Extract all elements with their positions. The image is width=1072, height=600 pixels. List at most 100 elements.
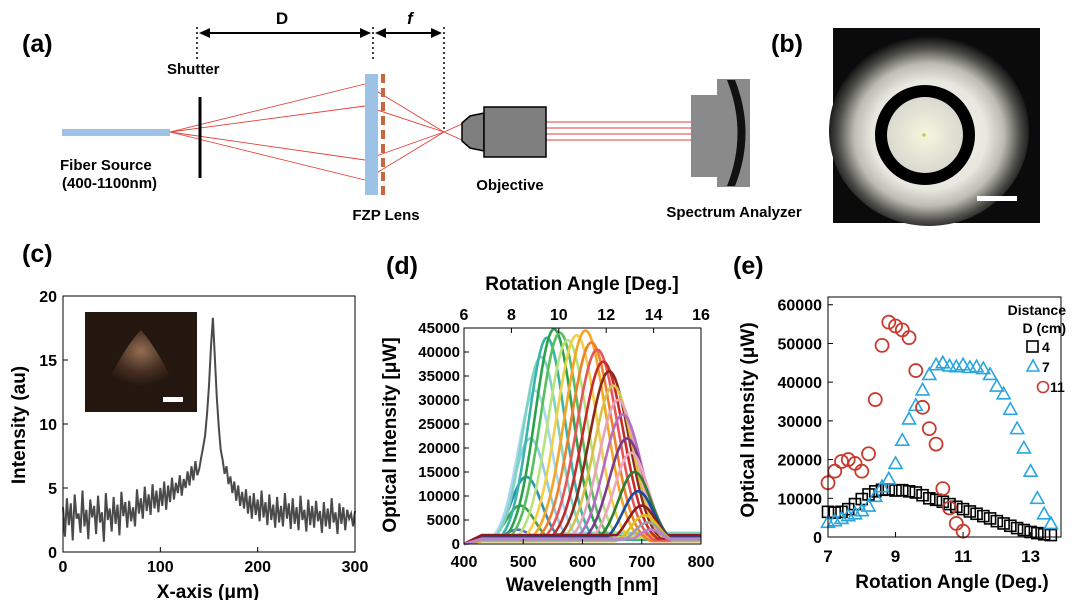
panel-b-label: (b) <box>771 30 803 58</box>
chart-e-point-circle <box>827 463 843 479</box>
legend-marker-triangle <box>1025 358 1041 372</box>
chart-e-point-triangle <box>1029 490 1046 505</box>
objective-nose <box>461 112 485 152</box>
analyzer-label: Spectrum Analyzer <box>666 204 801 221</box>
chart-e-ylabel: Optical Intensity (μW) <box>738 322 759 517</box>
chart-e-point-square <box>902 485 916 498</box>
objective-label: Objective <box>476 177 544 194</box>
chart-e-point-triangle <box>988 377 1005 392</box>
chart-e-point-square <box>916 488 929 502</box>
chart-e-point-circle <box>908 363 924 378</box>
chart-c-xtick-label: 100 <box>147 559 174 576</box>
chart-e-point-square <box>990 514 1004 528</box>
chart-e-point-square <box>963 505 977 518</box>
chart-d-ytick-label: 10000 <box>418 488 460 505</box>
legend-title-line2: D (cm) <box>1022 320 1066 336</box>
chart-e-xtick-label: 11 <box>954 547 972 566</box>
chart-d-series <box>463 327 701 546</box>
chart-e-point-triangle <box>982 366 998 381</box>
legend-title-line1: Distance <box>1008 302 1067 318</box>
light-rays <box>169 83 712 181</box>
shutter-label: Shutter <box>167 61 220 78</box>
chart-e-point-triangle <box>887 455 904 470</box>
chart-c-xtick-label: 200 <box>244 559 271 576</box>
chart-e-point-triangle <box>955 356 971 371</box>
chart-c-ytick-label: 5 <box>48 481 57 498</box>
analyzer-lens <box>727 80 746 186</box>
chart-e-point-square <box>956 502 970 516</box>
chart-e-ytick-label: 50000 <box>778 336 823 353</box>
chart-d-ytick-label: 45000 <box>418 320 460 337</box>
distance-arrowhead-right <box>360 28 371 38</box>
chart-e-point-circle <box>867 392 883 407</box>
focal-arrowhead-left <box>375 28 386 38</box>
chart-e-axes: 7 9 11 13 0 10000 20000 30000 40000 50000 60000 <box>778 298 1041 566</box>
panel-c-label: (c) <box>22 240 53 268</box>
chart-c-ylabel: Intensity (au) <box>9 366 30 484</box>
chart-d-xtick-label: 700 <box>628 554 655 571</box>
panel-d-label: (d) <box>386 252 418 280</box>
chart-c-axes: 0 100 200 300 0 5 10 15 20 <box>39 289 368 576</box>
distance-arrowhead-left <box>199 28 210 38</box>
chart-c-series <box>62 317 356 542</box>
chart-e-point-square <box>1044 528 1058 542</box>
chart-d-ytick-label: 30000 <box>418 392 460 409</box>
fiber-label-line1: Fiber Source <box>60 157 152 174</box>
chart-e-point-triangle <box>1036 505 1052 520</box>
chart-e-point-triangle <box>847 505 863 520</box>
chart-e-point-circle <box>948 516 964 531</box>
chart-e-point-circle <box>915 399 930 415</box>
chart-e-point-triangle <box>860 497 877 512</box>
fiber-label-line2: (400-1100nm) <box>62 175 157 192</box>
chart-e-point-circle <box>901 330 917 346</box>
legend-entry-4: 4 <box>1042 339 1050 355</box>
chart-d-axes: 400 500 600 700 800 6 8 10 12 14 16 0 5000 10000 15000… <box>418 307 714 571</box>
chart-e-point-triangle <box>853 502 870 517</box>
chart-d-ytick-label: 25000 <box>418 416 460 433</box>
focal-point <box>922 133 926 137</box>
chart-e-xtick-label: 7 <box>823 547 832 566</box>
panel-e: (e) 7 9 11 13 0 10000 20000 30000 40000 50000 6000… <box>733 252 1066 593</box>
chart-c-plot-frame <box>62 295 356 553</box>
chart-e-ytick-label: 30000 <box>778 414 823 431</box>
chart-c-ytick-label: 20 <box>39 289 57 306</box>
chart-e-point-triangle <box>833 510 850 525</box>
focal-label: f <box>407 9 415 28</box>
chart-e-point-triangle <box>894 432 911 447</box>
chart-e-point-square <box>895 483 909 497</box>
chart-c-ytick-label: 0 <box>48 545 57 562</box>
chart-d-x2label: Rotation Angle [Deg.] <box>485 274 679 295</box>
legend-entry-11: 11 <box>1050 379 1065 395</box>
panel-c: (c) 0 100 200 300 0 5 10 15 20 X-axis (μm) Inten… <box>9 240 368 600</box>
chart-e-point-square <box>929 493 943 507</box>
chart-e-point-triangle <box>914 381 931 396</box>
chart-e-point-triangle <box>968 358 985 373</box>
chart-d-x2tick-label: 16 <box>692 307 710 324</box>
distance-label: D <box>276 9 288 28</box>
inset-scale-bar <box>163 397 183 402</box>
chart-d-ylabel: Optical Intensity [μW] <box>380 337 401 532</box>
chart-d-ytick-label: 0 <box>452 536 460 553</box>
chart-e-point-circle <box>955 523 971 539</box>
chart-e-ytick-label: 40000 <box>778 375 823 392</box>
chart-e-xtick-label: 13 <box>1021 547 1040 566</box>
chart-e-ytick-label: 20000 <box>778 453 823 470</box>
chart-e-point-triangle <box>1015 439 1032 454</box>
chart-e-ytick-label: 0 <box>813 530 822 547</box>
panel-e-label: (e) <box>733 252 764 280</box>
chart-d-ytick-label: 40000 <box>418 344 460 361</box>
chart-d-ytick-label: 15000 <box>418 464 460 481</box>
chart-e-point-square <box>970 507 983 521</box>
chart-e-point-square <box>1017 523 1031 537</box>
chart-e-point-triangle <box>901 410 917 425</box>
chart-e-plot-frame <box>827 296 1062 538</box>
chart-e-point-square <box>909 486 923 499</box>
chart-e-point-square <box>1010 521 1024 535</box>
chart-e-ytick-label: 60000 <box>778 298 823 315</box>
scale-bar <box>977 196 1017 201</box>
legend-entry-7: 7 <box>1042 359 1050 375</box>
chart-e-point-square <box>1031 526 1044 540</box>
chart-d-x2tick-label: 6 <box>460 307 469 324</box>
chart-e-point-triangle <box>995 385 1012 400</box>
chart-d-xtick-label: 400 <box>451 554 478 571</box>
